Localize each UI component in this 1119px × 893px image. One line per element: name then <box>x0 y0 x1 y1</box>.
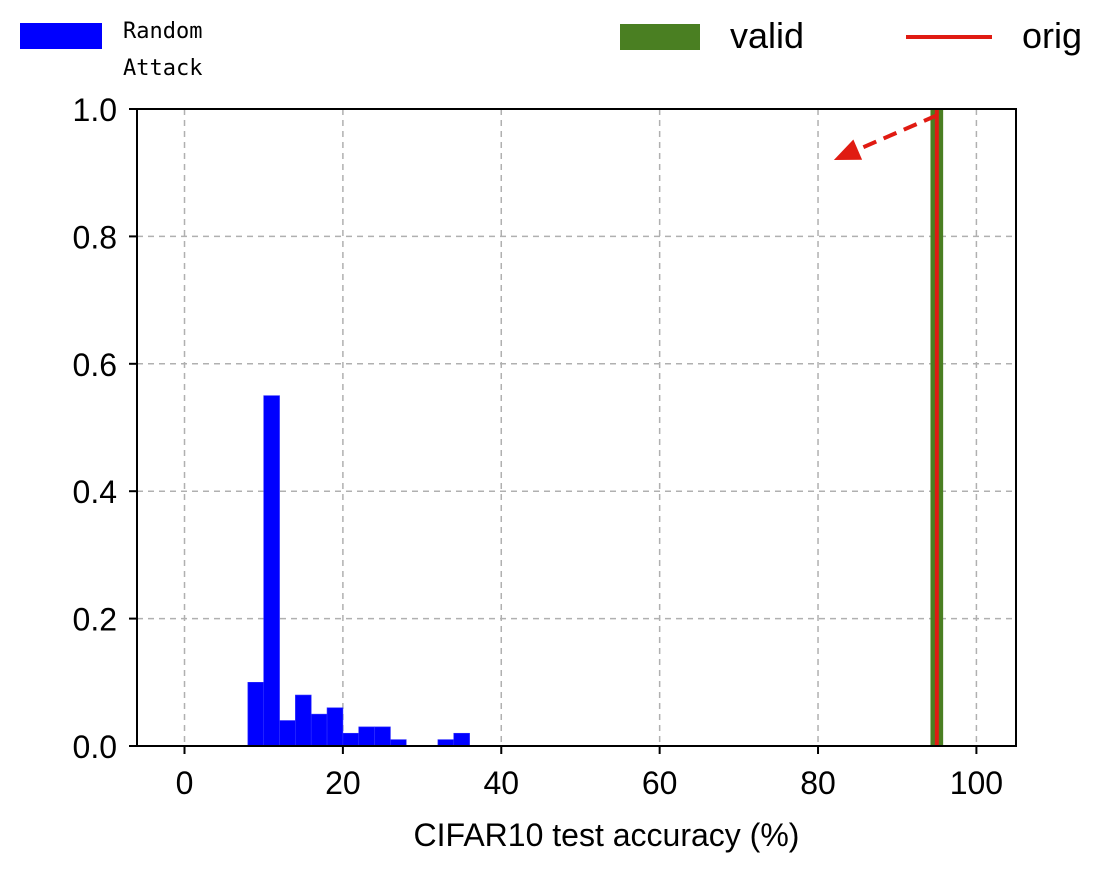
histogram-bar <box>279 720 296 747</box>
histogram-bar <box>342 732 360 747</box>
y-tick-label: 0.0 <box>73 729 117 765</box>
histogram-bar <box>263 395 280 747</box>
histogram-bar <box>374 726 391 747</box>
axis-ticks: 0 20 40 60 80 100 0.0 0.2 0.4 0.6 0.8 1.0 <box>73 92 1004 801</box>
x-tick-label: 0 <box>176 765 194 801</box>
y-tick-label: 0.4 <box>73 474 117 510</box>
y-tick-label: 0.8 <box>73 219 117 255</box>
histogram-bar <box>295 694 312 747</box>
legend-swatch-random-attack <box>20 23 102 49</box>
x-tick-label: 20 <box>325 765 361 801</box>
x-axis-title: CIFAR10 test accuracy (%) <box>414 817 800 853</box>
histogram-bar <box>310 713 328 747</box>
legend-label-random-attack-line2: Attack <box>123 56 202 81</box>
histogram-bar <box>453 732 470 747</box>
annotation-arrow-shaft <box>856 113 938 152</box>
legend-label-orig: orig <box>1022 15 1082 56</box>
histogram-bar <box>358 726 375 747</box>
histogram-bar <box>326 707 344 747</box>
axes-frame <box>136 108 1017 747</box>
x-tick-label: 60 <box>642 765 678 801</box>
legend-label-valid: valid <box>730 15 804 56</box>
y-tick-label: 1.0 <box>73 92 117 128</box>
legend-label-random-attack-line1: Random <box>123 19 202 44</box>
x-tick-label: 40 <box>483 765 519 801</box>
x-tick-label: 80 <box>800 765 836 801</box>
reference-lines <box>833 109 939 746</box>
histogram-bars <box>247 109 944 747</box>
legend-swatch-valid <box>620 24 700 50</box>
plot-frame <box>136 108 1017 747</box>
x-tick-label: 100 <box>950 765 1003 801</box>
y-tick-label: 0.2 <box>73 602 117 638</box>
annotation-arrow-head <box>833 139 863 160</box>
histogram-bar <box>247 681 265 747</box>
legend: Random Attack valid orig <box>20 15 1082 81</box>
y-tick-label: 0.6 <box>73 347 117 383</box>
